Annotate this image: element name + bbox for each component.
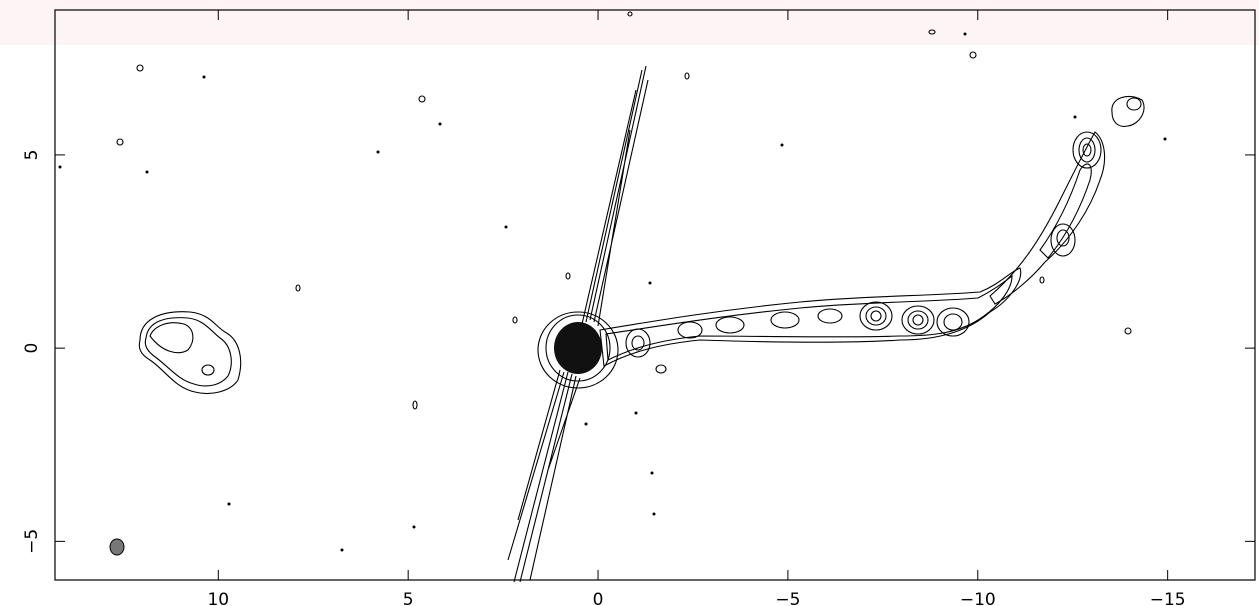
core [554,322,602,374]
beam [110,539,124,555]
x-tick-label: −10 [960,590,996,606]
x-tick-label: 5 [403,590,414,606]
plot-frame [55,10,1255,580]
header-band [0,0,1259,45]
noise [117,12,1131,409]
noise-dots [59,33,1167,552]
x-tick-label: 10 [207,590,229,606]
y-tick-label: 0 [22,343,42,354]
x-tick-label: 0 [593,590,604,606]
jet-contour [990,132,1105,304]
knots [626,96,1144,357]
lobe-contour [150,323,193,353]
contours [59,12,1167,582]
y-tick-label: −5 [22,529,42,554]
lobe-contour [202,365,214,375]
jet-contour [1040,164,1091,258]
chart: 10 5 0 −5 −10 −15 −5 0 5 [0,0,1259,606]
jet-contour [606,276,1012,360]
lobe-contour [145,318,231,386]
jet-contour [600,268,1021,366]
page: 1050−5−10−15−505 (() => { const data = J… [0,0,1259,606]
y-tick-label: 5 [22,150,42,161]
x-tick-label: −15 [1150,590,1186,606]
x-tick-label: −5 [775,590,800,606]
